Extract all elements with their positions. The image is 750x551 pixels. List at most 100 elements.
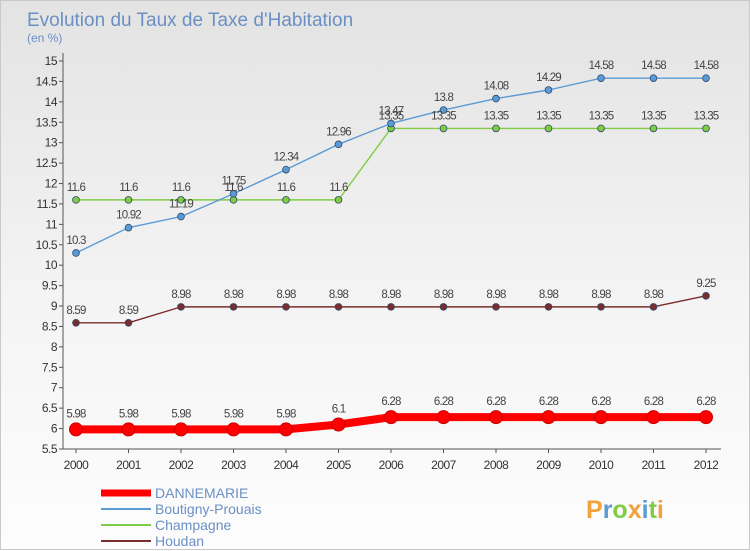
data-point-champagne bbox=[439, 124, 448, 133]
data-point-boutigny-prouais bbox=[229, 189, 238, 198]
data-point-boutigny-prouais bbox=[544, 86, 553, 94]
data-label-houdan: 8.98 bbox=[224, 289, 244, 301]
series-lines bbox=[69, 74, 713, 437]
y-tick-label: 11 bbox=[46, 217, 58, 231]
data-point-dannemarie bbox=[541, 410, 556, 425]
data-point-champagne bbox=[334, 196, 343, 204]
data-label-dannemarie: 5.98 bbox=[276, 408, 296, 420]
legend-label-boutigny-prouais: Boutigny-Prouais bbox=[155, 501, 262, 517]
data-point-boutigny-prouais bbox=[124, 223, 133, 232]
data-label-houdan: 8.98 bbox=[591, 289, 611, 301]
x-tick-label: 2005 bbox=[326, 458, 352, 472]
data-label-boutigny-prouais: 13.47 bbox=[379, 105, 404, 117]
data-point-houdan bbox=[702, 292, 710, 300]
data-label-dannemarie: 6.28 bbox=[539, 396, 559, 408]
y-tick-label: 7 bbox=[51, 381, 58, 395]
data-label-dannemarie: 6.28 bbox=[696, 396, 716, 408]
data-point-dannemarie bbox=[226, 422, 241, 437]
data-label-boutigny-prouais: 14.08 bbox=[484, 81, 509, 93]
data-label-champagne: 11.6 bbox=[172, 182, 191, 194]
y-tick-label: 14.5 bbox=[36, 74, 58, 88]
data-label-houdan: 8.98 bbox=[381, 289, 401, 301]
data-label-boutigny-prouais: 14.58 bbox=[589, 60, 614, 72]
data-point-champagne bbox=[177, 196, 185, 204]
data-point-houdan bbox=[124, 318, 133, 327]
data-label-boutigny-prouais: 14.29 bbox=[536, 72, 561, 84]
data-point-champagne bbox=[124, 196, 133, 204]
data-point-houdan bbox=[387, 303, 395, 311]
data-point-boutigny-prouais bbox=[177, 212, 185, 221]
data-label-houdan: 8.98 bbox=[276, 289, 296, 301]
data-point-houdan bbox=[72, 318, 80, 327]
data-label-houdan: 8.59 bbox=[119, 305, 139, 317]
data-point-boutigny-prouais bbox=[72, 249, 80, 257]
data-label-houdan: 8.59 bbox=[66, 305, 86, 317]
data-point-boutigny-prouais bbox=[702, 74, 710, 82]
data-label-dannemarie: 6.28 bbox=[591, 396, 611, 408]
y-tick-label: 13.5 bbox=[36, 115, 58, 129]
data-label-champagne: 13.35 bbox=[694, 110, 719, 122]
data-point-dannemarie bbox=[646, 410, 661, 425]
data-point-boutigny-prouais bbox=[334, 140, 343, 149]
x-tick-label: 2006 bbox=[379, 458, 405, 472]
data-point-houdan bbox=[282, 303, 290, 311]
x-tick-label: 2012 bbox=[694, 458, 720, 472]
legend-label-champagne: Champagne bbox=[155, 517, 231, 533]
data-label-boutigny-prouais: 11.75 bbox=[222, 176, 246, 188]
data-label-champagne: 11.6 bbox=[67, 182, 86, 194]
data-label-boutigny-prouais: 14.58 bbox=[641, 60, 666, 72]
y-tick-label: 12.5 bbox=[36, 156, 58, 170]
data-label-dannemarie: 6.1 bbox=[332, 403, 346, 415]
data-label-champagne: 13.35 bbox=[641, 110, 666, 122]
series-line-champagne bbox=[75, 127, 707, 201]
data-label-houdan: 8.98 bbox=[644, 289, 664, 301]
data-point-houdan bbox=[439, 303, 448, 311]
data-point-champagne bbox=[702, 124, 710, 133]
data-point-dannemarie bbox=[384, 410, 398, 425]
data-label-champagne: 11.6 bbox=[224, 182, 243, 194]
y-tick-label: 8.5 bbox=[42, 319, 58, 333]
data-point-champagne bbox=[544, 124, 553, 133]
x-tick-label: 2007 bbox=[431, 458, 457, 472]
data-point-champagne bbox=[282, 196, 290, 204]
y-tick-label: 10 bbox=[45, 258, 58, 272]
y-tick-label: 8 bbox=[51, 340, 58, 354]
axes: 5.566.577.588.599.51010.51111.51212.5131… bbox=[36, 53, 721, 472]
data-point-houdan bbox=[334, 303, 343, 311]
data-point-dannemarie bbox=[331, 417, 346, 432]
data-point-dannemarie bbox=[121, 422, 136, 437]
data-label-champagne: 13.35 bbox=[589, 110, 614, 122]
y-tick-label: 15 bbox=[45, 54, 58, 68]
data-point-houdan bbox=[177, 303, 185, 311]
data-label-dannemarie: 6.28 bbox=[486, 396, 506, 408]
y-tick-label: 11.5 bbox=[37, 197, 58, 211]
data-point-dannemarie bbox=[279, 422, 293, 437]
data-label-boutigny-prouais: 10.3 bbox=[66, 235, 86, 247]
y-tick-label: 9.5 bbox=[42, 279, 58, 293]
logo-text: Proxiti bbox=[586, 496, 664, 524]
data-label-boutigny-prouais: 12.34 bbox=[274, 152, 300, 164]
data-point-boutigny-prouais bbox=[649, 74, 658, 82]
data-point-dannemarie bbox=[174, 422, 188, 437]
x-tick-label: 2000 bbox=[64, 458, 90, 472]
data-point-dannemarie bbox=[436, 410, 451, 425]
y-tick-label: 7.5 bbox=[42, 360, 58, 374]
data-point-dannemarie bbox=[489, 410, 503, 425]
data-point-boutigny-prouais bbox=[597, 74, 605, 82]
data-point-boutigny-prouais bbox=[282, 165, 290, 174]
legend-label-houdan: Houdan bbox=[155, 533, 204, 549]
data-label-champagne: 11.6 bbox=[119, 182, 138, 194]
data-label-houdan: 8.98 bbox=[434, 289, 454, 301]
data-point-houdan bbox=[492, 303, 500, 311]
data-label-houdan: 8.98 bbox=[486, 289, 506, 301]
data-point-houdan bbox=[229, 303, 238, 311]
data-point-houdan bbox=[597, 303, 605, 311]
data-label-houdan: 8.98 bbox=[329, 289, 349, 301]
y-tick-label: 14 bbox=[45, 95, 58, 109]
y-tick-label: 6.5 bbox=[42, 401, 58, 415]
data-label-dannemarie: 5.98 bbox=[66, 408, 86, 420]
data-label-champagne: 11.6 bbox=[329, 182, 348, 194]
chart-title: Evolution du Taux de Taxe d'Habitation bbox=[27, 10, 353, 31]
data-labels: 5.98 5.98 5.98 5.98 5.98 6.1 6.28 6.28 6.28 6.28 6… bbox=[66, 60, 719, 420]
